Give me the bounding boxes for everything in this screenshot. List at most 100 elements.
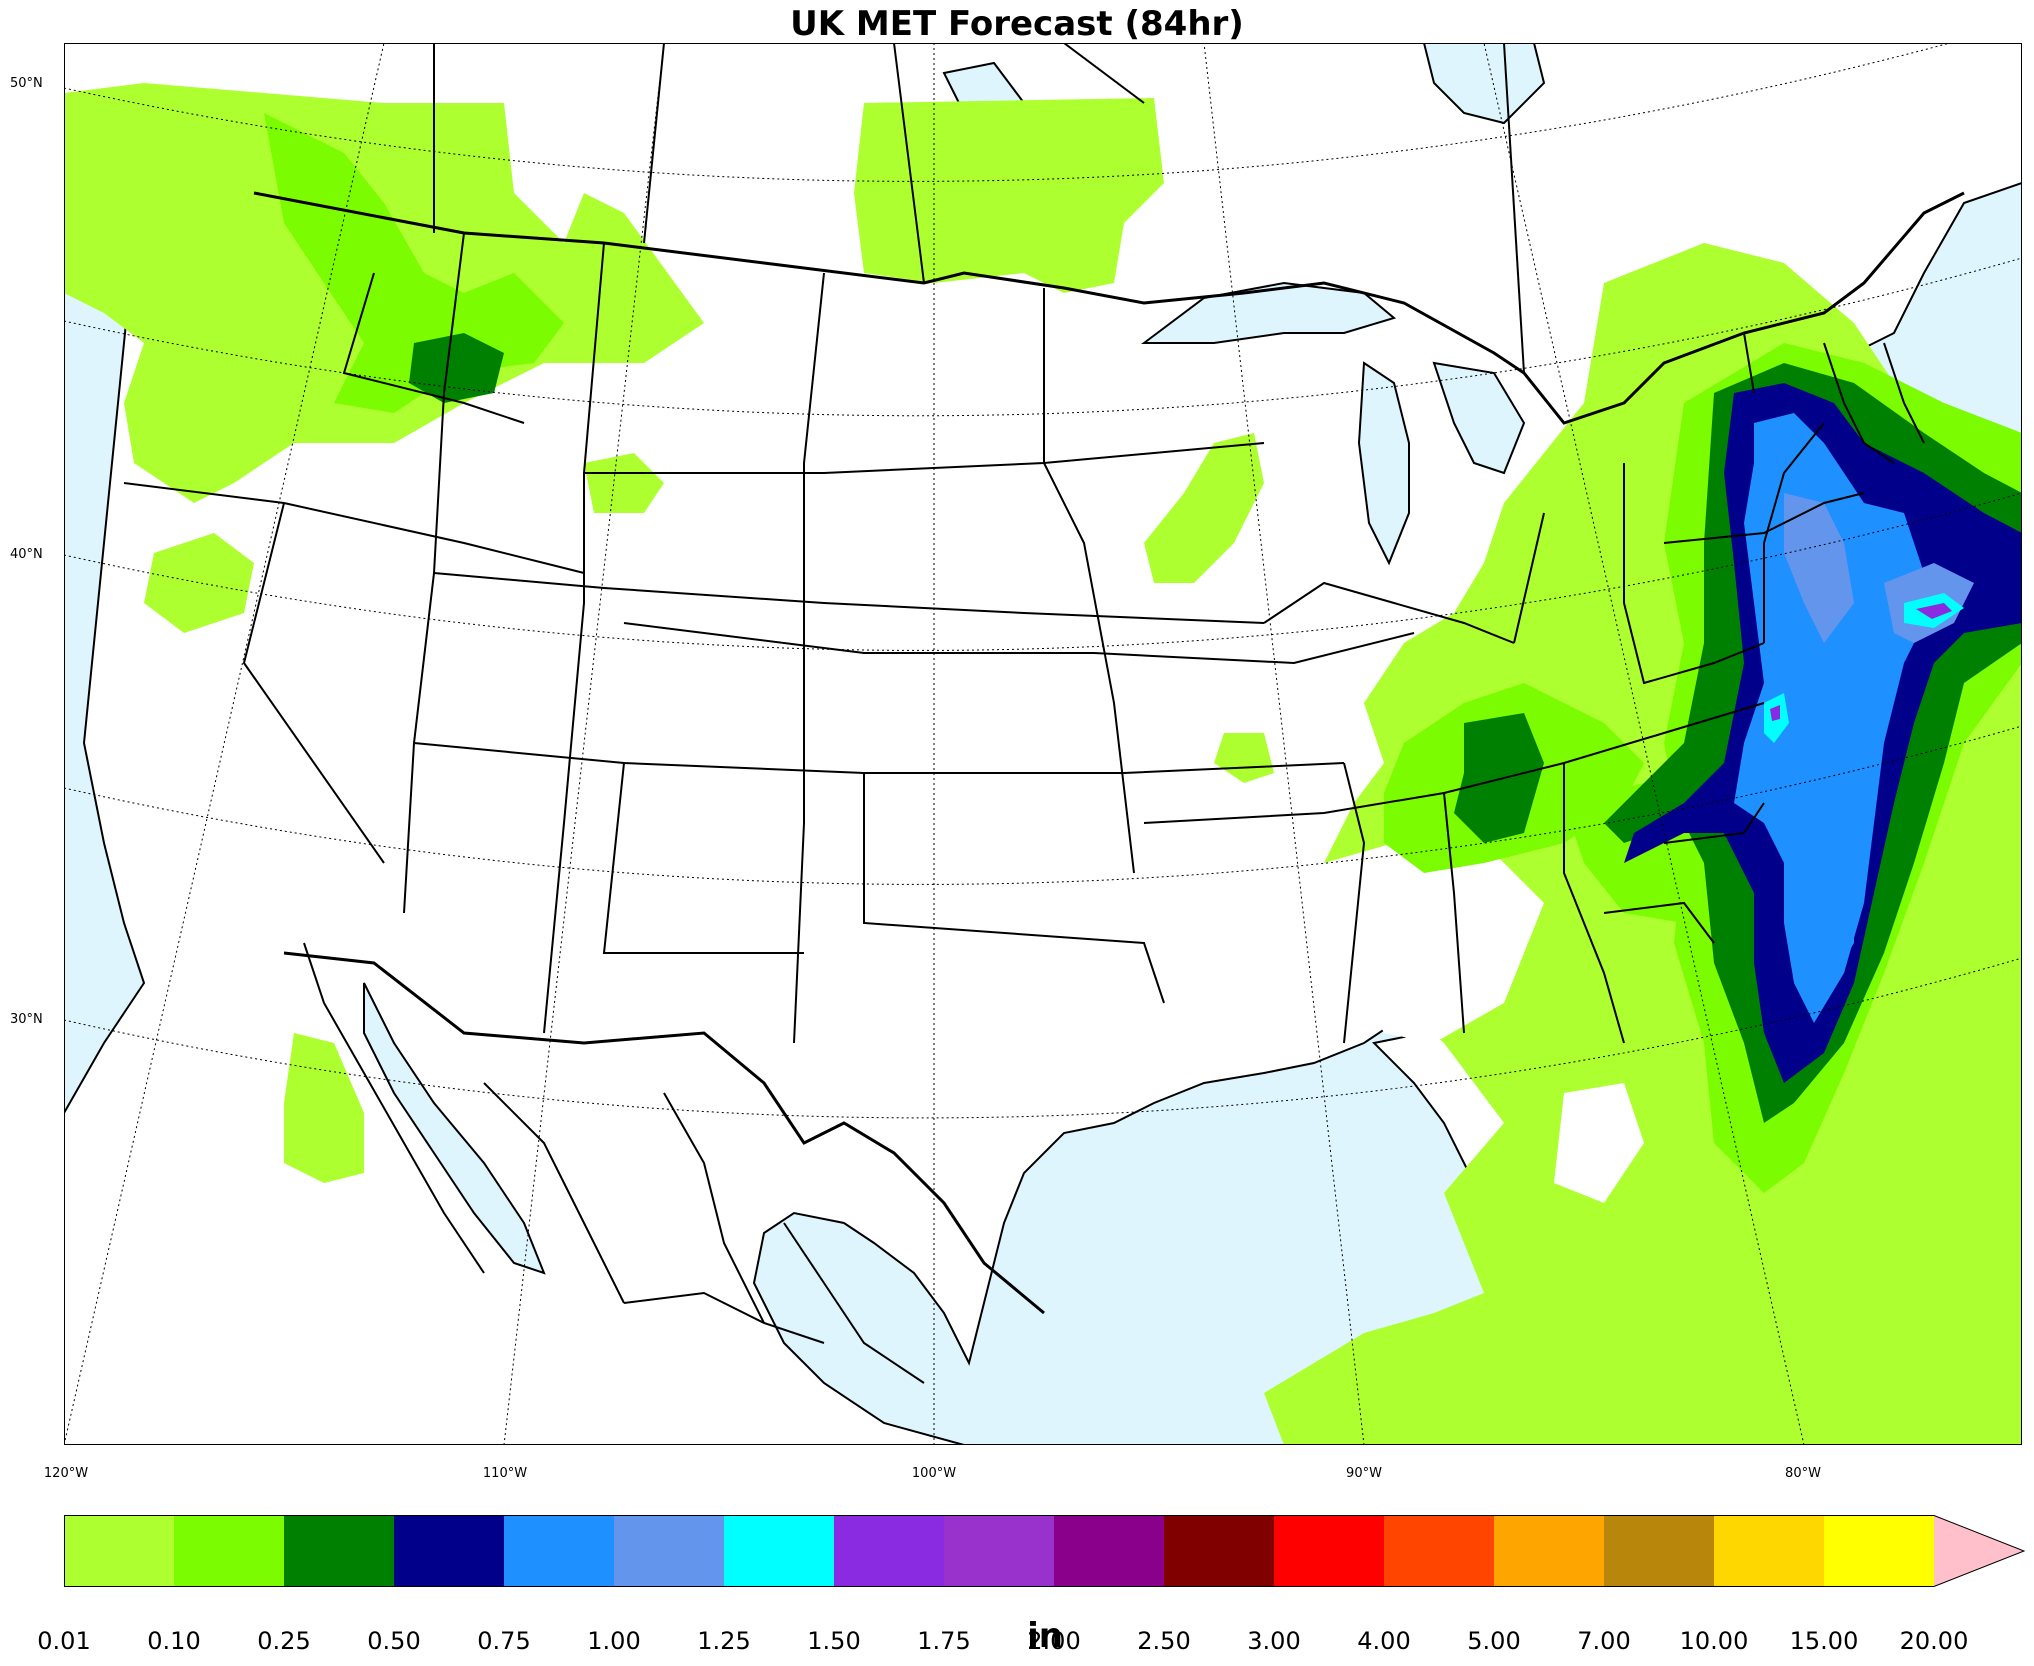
precip-atlantic-extreme [1784, 493, 1854, 643]
precip-east-gap-2 [1554, 1083, 1644, 1203]
state-line [1043, 288, 1135, 874]
lat-label-30n: 30°N [10, 1012, 43, 1027]
precip-kentucky-heavy [1454, 713, 1544, 843]
precip-baja-light [284, 1033, 364, 1183]
colorbar-tick-label: 15.00 [1789, 1627, 1859, 1655]
colorbar-segment [614, 1515, 724, 1587]
state-line [1603, 901, 1715, 944]
colorbar-segment [1384, 1515, 1494, 1587]
colorbar-segment [64, 1515, 174, 1587]
state-line [1763, 422, 1825, 643]
precip-sc-intense [1794, 823, 1854, 993]
colorbar-tick-label: 0.01 [37, 1627, 91, 1655]
hudson-bay [1422, 43, 1546, 125]
precip-east-gap-1 [1324, 843, 1544, 1043]
chart-title: UK MET Forecast (84hr) [790, 4, 1244, 44]
units-label: in [1027, 1616, 1063, 1656]
us-canada-border [253, 191, 1965, 425]
lon-label-110w: 110°W [482, 1466, 528, 1481]
us-mexico-border [283, 951, 1045, 1315]
lake-huron [1432, 361, 1526, 475]
state-line [1343, 762, 1366, 1044]
colorbar-tick-label: 2.50 [1137, 1627, 1191, 1655]
lon-label-90w: 90°W [1346, 1466, 1382, 1481]
colorbar-tick-label: 3.00 [1247, 1627, 1301, 1655]
state-line [793, 272, 825, 1044]
precip-idaho-moderate [264, 113, 564, 413]
parallel-45n [64, 257, 2022, 417]
lat-label-40n: 40°N [10, 547, 43, 562]
colorbar-tick-label: 0.50 [367, 1627, 421, 1655]
colorbar-tick-label: 10.00 [1679, 1627, 1749, 1655]
colorbar-tick-label: 1.50 [807, 1627, 861, 1655]
state-line [433, 572, 1265, 624]
mexico-state-line [623, 1291, 825, 1344]
mexico-state-line [663, 1092, 765, 1324]
colorbar-tick-label: 2.00 [1027, 1627, 1081, 1655]
colorbar-tick-label: 5.00 [1467, 1627, 1521, 1655]
precip-shading [64, 83, 2022, 1445]
state-line [1143, 702, 1765, 824]
precipitation-map [64, 43, 2022, 1445]
state-line [342, 272, 525, 424]
colorbar-tick-label: 0.10 [147, 1627, 201, 1655]
colorbar-segment [504, 1515, 614, 1587]
state-line [1563, 763, 1625, 1044]
colorbar [64, 1515, 2026, 1587]
colorbar-segment [394, 1515, 504, 1587]
state-line [1513, 512, 1545, 644]
lat-label-50n: 50°N [10, 76, 43, 91]
colorbar-segment [944, 1515, 1054, 1587]
meridian-110w [503, 43, 665, 1445]
state-line [1663, 492, 1865, 544]
colorbar-tick-label: 0.75 [477, 1627, 531, 1655]
province-line [643, 43, 665, 244]
mexico-state-line [483, 1082, 625, 1304]
graticule [64, 43, 2022, 1445]
precip-north-dakota-light [854, 98, 1164, 293]
colorbar-segment [1164, 1515, 1274, 1587]
colorbar-tick-label: 4.00 [1357, 1627, 1411, 1655]
state-line [602, 762, 804, 954]
precip-oregon-light [144, 533, 254, 633]
precip-wisconsin-light [1144, 433, 1264, 583]
precip-wyoming-light [584, 453, 664, 513]
colorbar-segment [1714, 1515, 1824, 1587]
colorbar-segment [174, 1515, 284, 1587]
precip-montana-heavy [409, 333, 504, 403]
colorbar-tick-label: 1.00 [587, 1627, 641, 1655]
state-line [1443, 792, 1465, 1034]
colorbar-segment [1494, 1515, 1604, 1587]
colorbar-outline [64, 1515, 2026, 1587]
precip-va-purple [1770, 705, 1780, 721]
colorbar-segment [1604, 1515, 1714, 1587]
colorbar-segment [724, 1515, 834, 1587]
lake-michigan [1357, 361, 1410, 566]
state-line [1263, 581, 1515, 644]
state-line [242, 502, 385, 864]
baja-coast [303, 942, 485, 1274]
province-line [1063, 43, 1145, 104]
province-line [1503, 43, 1525, 374]
colorbar-segment [284, 1515, 394, 1587]
gulf-of-california [363, 982, 546, 1275]
state-line [123, 482, 585, 574]
colorbar-segment [1824, 1515, 1934, 1587]
province-line [893, 43, 925, 284]
state-line [1883, 342, 1925, 444]
mexico-state-line [783, 1222, 925, 1384]
parallel-40n [64, 492, 2022, 651]
colorbar-extend-arrow [1934, 1515, 2024, 1587]
colorbar-tick-label: 0.25 [257, 1627, 311, 1655]
colorbar-tick-label: 1.75 [917, 1627, 971, 1655]
colorbar-tick-label: 20.00 [1899, 1627, 1969, 1655]
precip-offshore-purple [1916, 603, 1952, 619]
meridian-90w [1203, 43, 1365, 1445]
state-line [863, 773, 1165, 1004]
parallel-30n [64, 957, 2022, 1119]
colorbar-segment [1274, 1515, 1384, 1587]
lon-label-100w: 100°W [911, 1466, 957, 1481]
state-line [1663, 802, 1765, 844]
state-line [1623, 463, 1765, 685]
colorbar-segment [834, 1515, 944, 1587]
